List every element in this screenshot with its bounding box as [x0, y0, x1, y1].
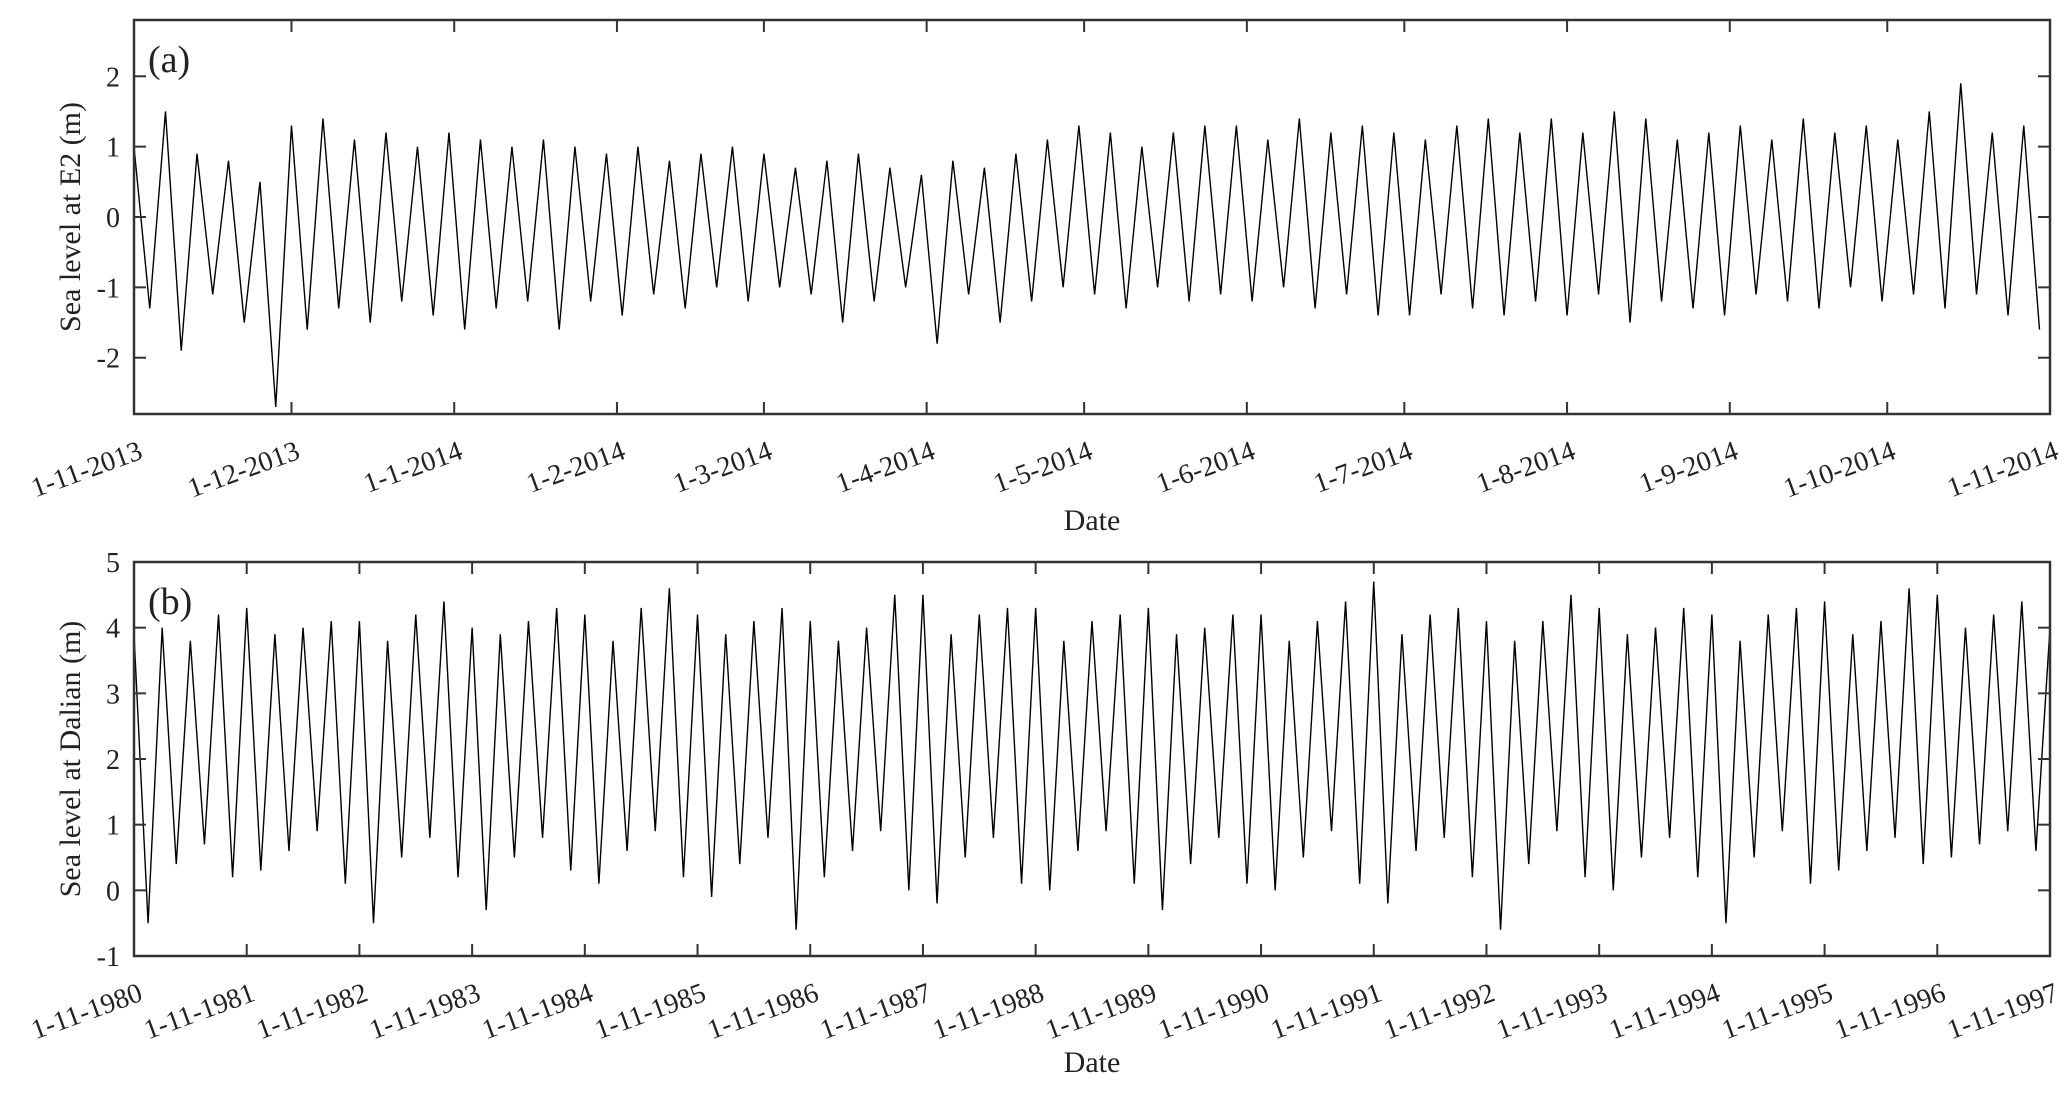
x-tick-label: 1-11-2014: [1943, 435, 2062, 504]
x-axis-label: Date: [1064, 504, 1121, 537]
x-tick-label: 1-11-2013: [27, 435, 146, 504]
data-line: [133, 581, 2051, 930]
data-line: [133, 83, 2041, 408]
x-tick-label: 1-7-2014: [1310, 435, 1417, 499]
y-tick-label: 1: [106, 133, 120, 164]
x-tick-label: 1-11-1989: [1042, 977, 1161, 1046]
x-tick-label: 1-3-2014: [669, 435, 776, 499]
x-tick-label: 1-5-2014: [989, 435, 1096, 499]
x-tick-label: 1-1-2014: [360, 435, 467, 499]
panel-label: (a): [148, 39, 190, 81]
x-tick-label: 1-11-1995: [1718, 977, 1837, 1046]
x-tick-label: 1-11-1987: [816, 977, 935, 1046]
y-axis-label: Sea level at E2 (m): [54, 102, 87, 332]
x-tick-label: 1-11-1994: [1605, 977, 1724, 1046]
y-tick-label: -1: [97, 942, 120, 973]
y-tick-label: 0: [106, 876, 120, 907]
x-tick-label: 1-11-1981: [140, 977, 259, 1046]
y-tick-label: 2: [106, 745, 120, 776]
x-tick-label: 1-11-1982: [253, 977, 372, 1046]
x-tick-label: 1-11-1993: [1492, 977, 1611, 1046]
x-tick-label: 1-11-1988: [929, 977, 1048, 1046]
x-tick-label: 1-11-1984: [478, 977, 597, 1046]
y-tick-label: 3: [106, 679, 120, 710]
x-tick-label: 1-2-2014: [522, 435, 629, 499]
x-tick-label: 1-12-2013: [184, 435, 304, 504]
y-tick-label: 4: [106, 614, 120, 645]
x-tick-label: 1-11-1983: [365, 977, 484, 1046]
y-tick-label: -1: [97, 273, 120, 304]
x-tick-label: 1-11-1996: [1830, 977, 1949, 1046]
x-tick-label: 1-11-1991: [1267, 977, 1386, 1046]
x-tick-label: 1-11-1986: [703, 977, 822, 1046]
x-tick-label: 1-10-2014: [1779, 435, 1899, 504]
y-tick-label: 5: [106, 548, 120, 579]
x-tick-label: 1-4-2014: [832, 435, 939, 499]
y-tick-label: 0: [106, 203, 120, 234]
y-tick-label: -2: [97, 344, 120, 375]
x-tick-label: 1-6-2014: [1152, 435, 1259, 499]
x-tick-label: 1-9-2014: [1635, 435, 1742, 499]
y-axis-label: Sea level at Dalian (m): [54, 621, 87, 898]
x-axis-label: Date: [1064, 1046, 1121, 1079]
x-tick-label: 1-11-1985: [591, 977, 710, 1046]
y-tick-label: 1: [106, 811, 120, 842]
panel-label: (b): [148, 581, 192, 623]
y-tick-label: 2: [106, 62, 120, 93]
x-tick-label: 1-11-1992: [1380, 977, 1499, 1046]
x-tick-label: 1-11-1997: [1943, 977, 2062, 1046]
x-tick-label: 1-8-2014: [1472, 435, 1579, 499]
x-tick-label: 1-11-1980: [27, 977, 146, 1046]
axes-box: [132, 18, 2052, 416]
x-tick-label: 1-11-1990: [1154, 977, 1273, 1046]
